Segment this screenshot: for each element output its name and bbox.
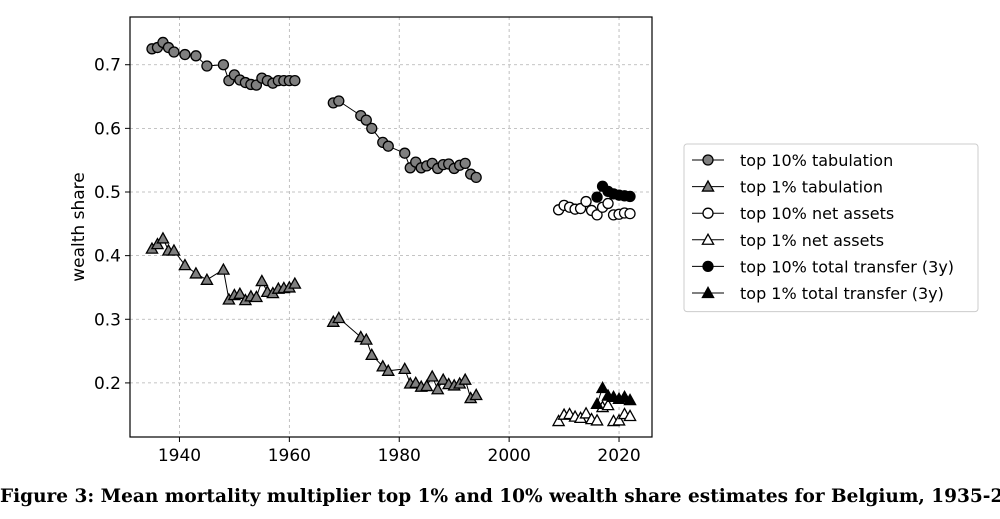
x-tick-label: 2000 (488, 446, 531, 466)
legend-marker (702, 260, 714, 273)
data-point (150, 237, 165, 250)
data-point (190, 50, 202, 62)
data-point (469, 388, 483, 401)
data-point (399, 147, 411, 159)
data-point (359, 332, 373, 345)
legend-item: top 1% total transfer (3y) (692, 284, 944, 303)
data-point (365, 347, 379, 361)
y-tick-label: 0.4 (94, 247, 121, 267)
legend: top 10% tabulation top 1% tabulation top 1… (683, 143, 979, 313)
data-point (382, 140, 394, 152)
data-point (200, 272, 214, 285)
legend-marker (701, 232, 715, 245)
legend-marker (701, 179, 715, 192)
data-point (580, 195, 592, 208)
data-point (601, 398, 615, 411)
data-point (595, 381, 610, 394)
data-point (624, 207, 636, 220)
data-point (551, 414, 566, 427)
data-point (436, 372, 450, 385)
data-point (333, 95, 345, 107)
data-point (360, 114, 372, 126)
series-top-1-tabulation (145, 231, 302, 306)
legend-label: top 10% tabulation (740, 151, 893, 170)
legend-label: top 10% net assets (740, 204, 894, 223)
data-point (376, 359, 390, 372)
y-tick-label: 0.5 (94, 183, 121, 203)
data-point (590, 413, 604, 426)
y-tick-label: 0.7 (94, 56, 121, 76)
data-point (591, 209, 603, 221)
legend-marker (702, 207, 714, 219)
data-point (201, 60, 213, 72)
y-axis-label: wealth share (69, 172, 89, 281)
data-point (431, 382, 445, 395)
data-point (189, 266, 203, 279)
series-top-10-net-assets (552, 195, 636, 221)
series-top-1-total-transfer-3y- (590, 381, 637, 410)
y-tick-label: 0.2 (94, 374, 121, 394)
data-point (168, 46, 180, 58)
legend-marker (702, 154, 714, 166)
data-point (398, 361, 412, 375)
data-point (167, 243, 181, 256)
legend-item: top 10% tabulation (692, 151, 893, 170)
data-point (420, 379, 434, 392)
axis-ticks: 1940 1960 1980 2000 2020 0.2 0.3 0.4 0.5 0.6 0.7 (94, 56, 641, 466)
data-point (156, 231, 170, 244)
data-point (591, 191, 603, 203)
data-series (145, 36, 637, 427)
data-point (179, 48, 191, 61)
wealth-share-chart: 1940 1960 1980 2000 2020 0.2 0.3 0.4 0.5 0.6 0.7 w… (69, 16, 979, 466)
data-point (612, 413, 626, 426)
legend-item: top 10% net assets (692, 204, 894, 223)
data-point (233, 286, 247, 299)
legend-label: top 10% total transfer (3y) (740, 257, 954, 276)
x-tick-label: 1980 (378, 446, 421, 466)
legend-label: top 1% tabulation (740, 178, 883, 197)
series-top-10-tabulation (146, 36, 301, 91)
x-tick-label: 1960 (268, 446, 311, 466)
data-point (624, 190, 636, 203)
series-top-1-net-assets (551, 398, 637, 427)
series-top-10-total-transfer-3y- (591, 180, 636, 203)
data-point (623, 409, 637, 422)
legend-item: top 1% net assets (692, 231, 884, 250)
x-tick-label: 1940 (158, 446, 201, 466)
data-point (458, 372, 472, 385)
legend-item: top 1% tabulation (692, 178, 883, 197)
data-point (366, 122, 378, 135)
data-point (216, 262, 231, 275)
data-point (425, 369, 439, 382)
y-tick-label: 0.3 (94, 310, 121, 330)
x-tick-label: 2020 (597, 446, 640, 466)
legend-item: top 10% total transfer (3y) (692, 257, 954, 276)
figure-caption: Figure 3: Mean mortality multiplier top … (0, 486, 1000, 507)
legend-marker (701, 286, 715, 299)
legend-label: top 1% total transfer (3y) (740, 284, 944, 303)
data-point (579, 406, 593, 419)
data-point (288, 276, 302, 289)
data-point (602, 197, 614, 210)
data-point (217, 59, 230, 71)
plot-frame (129, 16, 653, 438)
legend-label: top 1% net assets (740, 231, 884, 250)
data-point (623, 393, 637, 406)
data-point (255, 274, 269, 287)
data-point (289, 74, 301, 87)
legend-box (683, 143, 979, 313)
series-top-1-tabulation-segment-2- (326, 311, 483, 404)
data-point (178, 258, 192, 271)
data-point (459, 157, 471, 170)
y-tick-label: 0.6 (94, 119, 121, 139)
data-point (249, 290, 264, 303)
series-top-10-tabulation-segment-2- (327, 95, 482, 184)
data-point (332, 311, 346, 324)
data-point (381, 363, 395, 376)
data-point (590, 396, 604, 410)
data-point (470, 171, 482, 184)
